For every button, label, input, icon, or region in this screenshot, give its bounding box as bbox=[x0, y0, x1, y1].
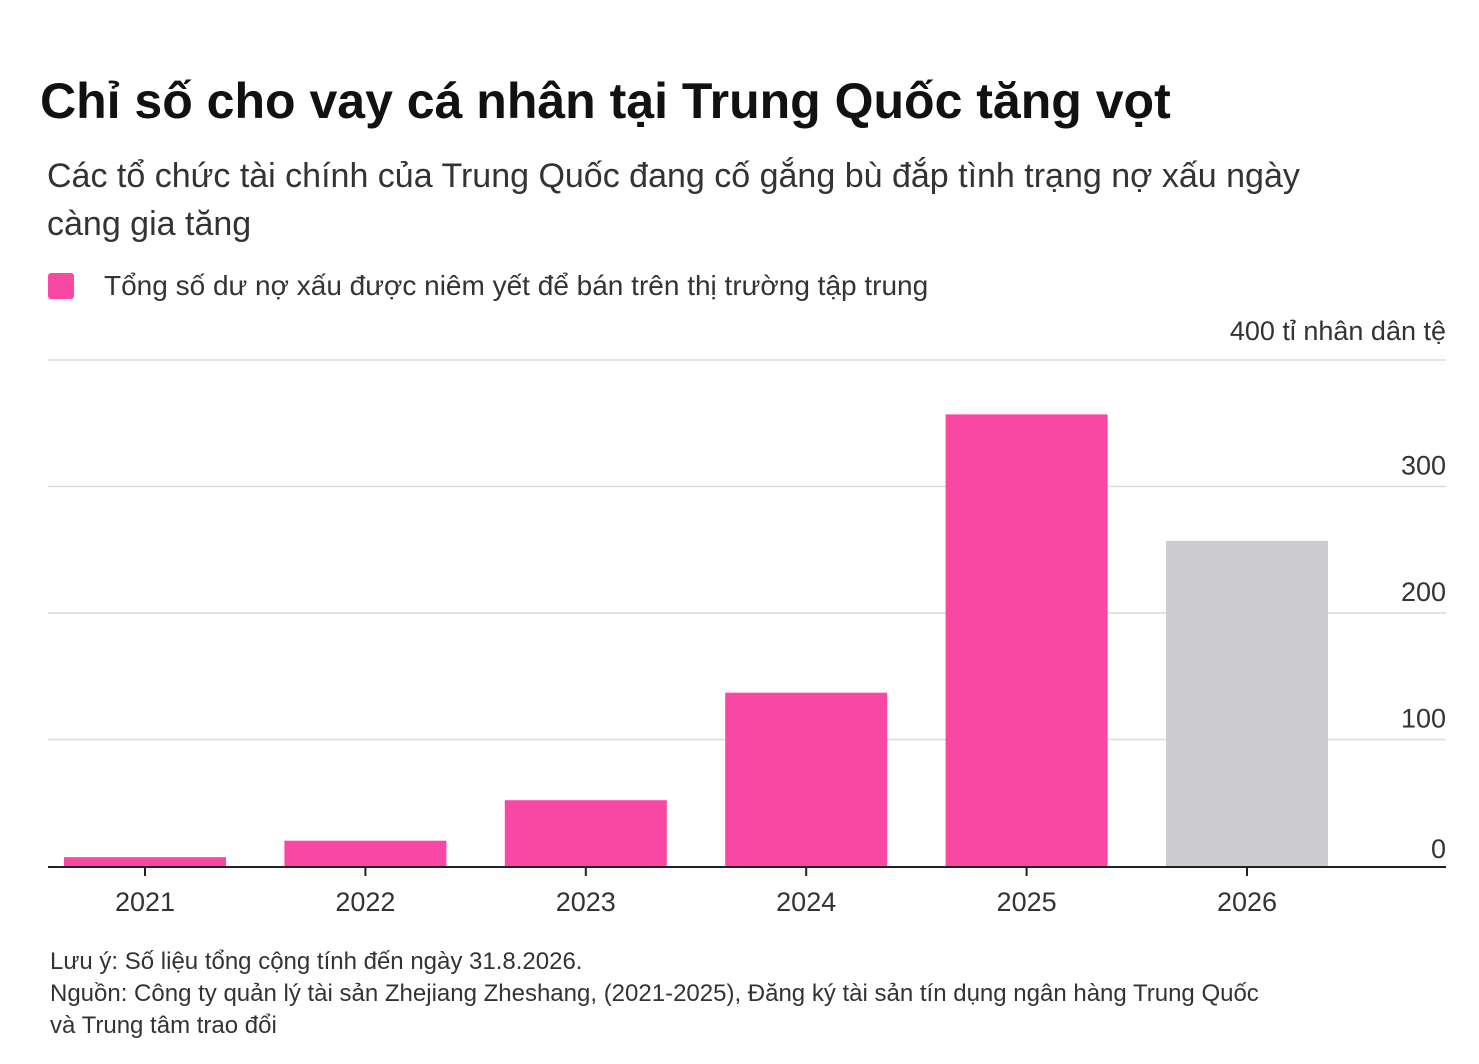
source-line: Nguồn: Công ty quản lý tài sản Zhejiang … bbox=[50, 980, 1259, 1007]
y-tick-label: 200 bbox=[1401, 577, 1446, 607]
x-tick-label: 2025 bbox=[997, 887, 1057, 917]
note-line: Lưu ý: Số liệu tổng cộng tính đến ngày 3… bbox=[50, 948, 583, 975]
chart-notes: Lưu ý: Số liệu tổng cộng tính đến ngày 3… bbox=[50, 946, 1410, 1042]
chart-title: Chỉ số cho vay cá nhân tại Trung Quốc tă… bbox=[40, 73, 1171, 129]
x-tick-label: 2021 bbox=[115, 887, 175, 917]
x-tick-label: 2022 bbox=[335, 887, 395, 917]
legend-swatch bbox=[48, 273, 74, 299]
bar-2026 bbox=[1166, 540, 1328, 866]
bar-2025 bbox=[945, 414, 1108, 866]
x-tick-label: 2026 bbox=[1217, 887, 1277, 917]
source-line-continued: và Trung tâm trao đổi bbox=[50, 1012, 277, 1039]
y-tick-label: 300 bbox=[1401, 451, 1446, 481]
bar-2023 bbox=[504, 800, 667, 866]
bar-2022 bbox=[284, 840, 447, 866]
x-tick-label: 2023 bbox=[556, 887, 616, 917]
legend-label: Tổng số dư nợ xấu được niêm yết để bán t… bbox=[104, 270, 929, 301]
x-tick-label: 2024 bbox=[776, 887, 836, 917]
bar-2021 bbox=[64, 857, 226, 866]
bar-2024 bbox=[725, 692, 888, 866]
bar-chart: 0 100 200 300 400 tỉ nhân dân tệ 2021 2022 2023… bbox=[48, 316, 1446, 917]
y-axis-label: 400 tỉ nhân dân tệ bbox=[1230, 316, 1446, 346]
y-tick-label: 0 bbox=[1431, 834, 1446, 864]
legend: Tổng số dư nợ xấu được niêm yết để bán t… bbox=[48, 270, 928, 302]
chart-subtitle: Các tổ chức tài chính của Trung Quốc đan… bbox=[47, 157, 1300, 243]
y-tick-label: 100 bbox=[1401, 704, 1446, 734]
